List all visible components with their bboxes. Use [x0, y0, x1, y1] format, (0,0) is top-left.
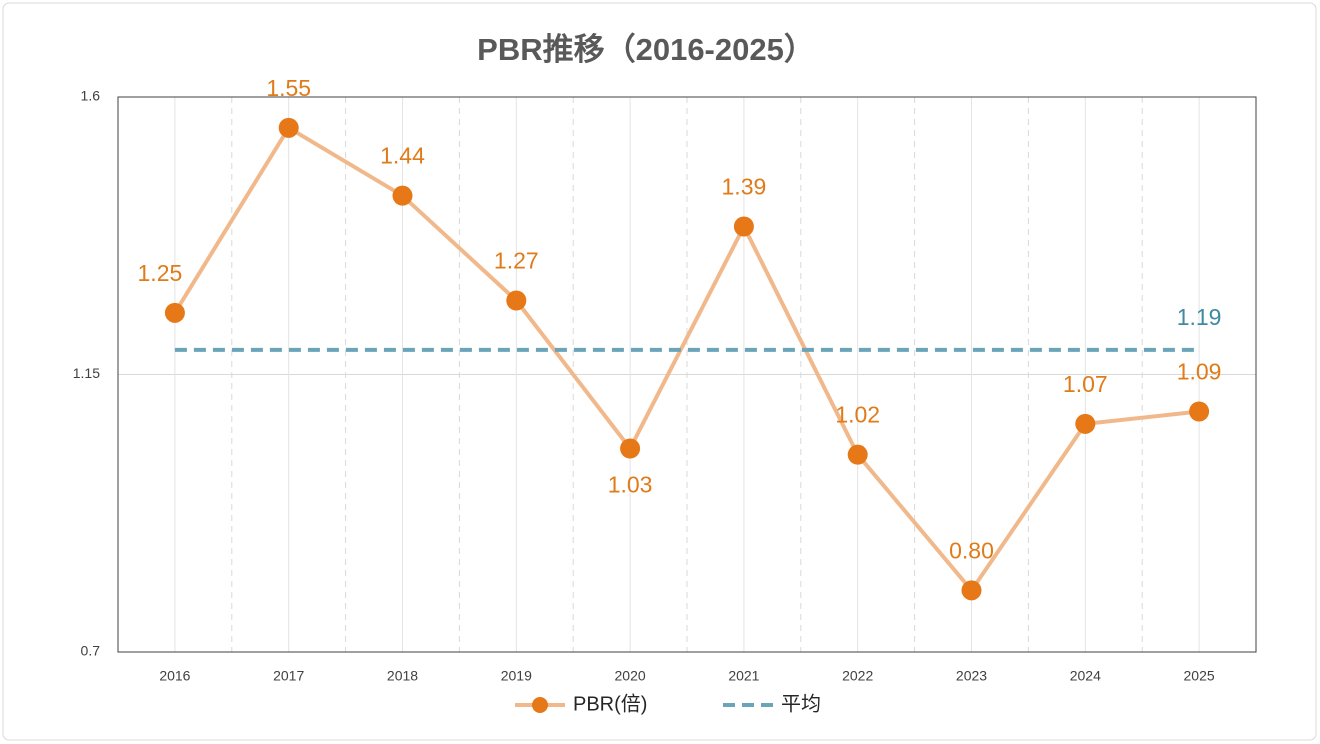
- data-point: [620, 438, 641, 459]
- legend-label: PBR(倍): [573, 692, 647, 715]
- data-label: 1.39: [722, 174, 767, 200]
- data-point: [392, 185, 413, 206]
- x-tick-label: 2021: [728, 668, 759, 684]
- average-label: 1.19: [1177, 304, 1222, 330]
- legend-marker: [532, 697, 548, 713]
- x-tick-label: 2018: [387, 668, 418, 684]
- x-tick-label: 2020: [615, 668, 646, 684]
- chart-title: PBR推移（2016-2025）: [477, 32, 815, 67]
- plot-area: [117, 96, 1257, 653]
- data-point: [506, 290, 527, 311]
- data-label: 1.27: [494, 248, 539, 274]
- y-tick-label: 0.7: [81, 643, 101, 659]
- data-point: [961, 580, 982, 601]
- data-point: [278, 117, 299, 138]
- data-label: 1.02: [835, 402, 880, 428]
- data-label: 1.55: [266, 75, 311, 101]
- y-tick-label: 1.6: [81, 88, 101, 104]
- data-label: 1.44: [380, 143, 425, 169]
- data-label: 1.25: [138, 260, 183, 286]
- data-label: 1.03: [608, 472, 653, 498]
- x-tick-label: 2022: [842, 668, 873, 684]
- series-line: [173, 125, 1200, 593]
- x-tick-label: 2017: [273, 668, 304, 684]
- x-tick-label: 2024: [1070, 668, 1101, 684]
- data-label: 1.07: [1063, 371, 1108, 397]
- data-point: [1075, 413, 1096, 434]
- x-tick-label: 2019: [501, 668, 532, 684]
- legend-label: 平均: [781, 692, 821, 715]
- data-point: [847, 444, 868, 465]
- x-tick-label: 2016: [159, 668, 190, 684]
- y-tick-label: 1.15: [73, 365, 100, 381]
- data-point: [164, 302, 185, 323]
- x-tick-label: 2025: [1184, 668, 1215, 684]
- data-label: 0.80: [949, 537, 994, 563]
- x-tick-label: 2023: [956, 668, 987, 684]
- data-point: [1189, 401, 1210, 422]
- data-point: [733, 216, 754, 237]
- data-label: 1.09: [1177, 359, 1222, 385]
